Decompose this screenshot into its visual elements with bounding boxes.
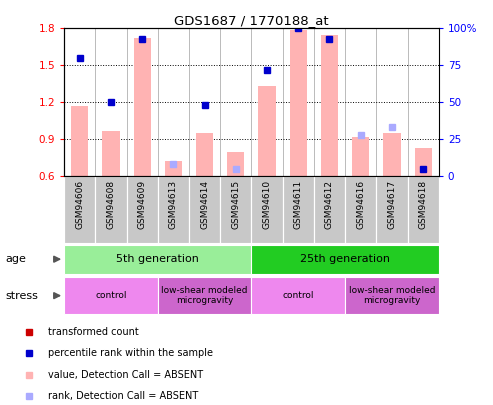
Bar bbox=[95, 176, 127, 243]
Bar bbox=[345, 277, 439, 314]
Text: GSM94616: GSM94616 bbox=[356, 179, 365, 229]
Bar bbox=[165, 161, 182, 176]
Bar bbox=[408, 176, 439, 243]
Bar bbox=[64, 245, 251, 274]
Bar bbox=[352, 137, 369, 176]
Text: GSM94606: GSM94606 bbox=[75, 179, 84, 229]
Bar bbox=[290, 30, 307, 176]
Bar bbox=[251, 245, 439, 274]
Bar bbox=[158, 277, 251, 314]
Bar bbox=[376, 176, 408, 243]
Text: GSM94610: GSM94610 bbox=[263, 179, 272, 229]
Text: value, Detection Call = ABSENT: value, Detection Call = ABSENT bbox=[48, 370, 204, 380]
Text: GSM94618: GSM94618 bbox=[419, 179, 427, 229]
Bar bbox=[227, 151, 245, 176]
Bar bbox=[189, 176, 220, 243]
Text: percentile rank within the sample: percentile rank within the sample bbox=[48, 348, 213, 358]
Bar bbox=[103, 130, 119, 176]
Title: GDS1687 / 1770188_at: GDS1687 / 1770188_at bbox=[174, 14, 329, 27]
Text: control: control bbox=[95, 291, 127, 300]
Text: GSM94612: GSM94612 bbox=[325, 179, 334, 228]
Text: GSM94617: GSM94617 bbox=[387, 179, 396, 229]
Bar bbox=[196, 133, 213, 176]
Bar bbox=[220, 176, 251, 243]
Bar bbox=[282, 176, 314, 243]
Text: GSM94609: GSM94609 bbox=[138, 179, 146, 229]
Text: low-shear modeled
microgravity: low-shear modeled microgravity bbox=[349, 286, 435, 305]
Text: control: control bbox=[282, 291, 314, 300]
Bar bbox=[415, 148, 432, 176]
Text: GSM94611: GSM94611 bbox=[294, 179, 303, 229]
Bar bbox=[64, 176, 95, 243]
Text: GSM94615: GSM94615 bbox=[231, 179, 240, 229]
Bar bbox=[345, 176, 376, 243]
Text: age: age bbox=[5, 254, 26, 264]
Bar bbox=[251, 277, 345, 314]
Bar bbox=[258, 86, 276, 176]
Text: low-shear modeled
microgravity: low-shear modeled microgravity bbox=[161, 286, 248, 305]
Bar bbox=[321, 34, 338, 176]
Text: GSM94614: GSM94614 bbox=[200, 179, 209, 228]
Bar bbox=[158, 176, 189, 243]
Bar bbox=[64, 277, 158, 314]
Text: GSM94613: GSM94613 bbox=[169, 179, 178, 229]
Bar bbox=[134, 38, 151, 176]
Text: 25th generation: 25th generation bbox=[300, 254, 390, 264]
Bar bbox=[71, 106, 88, 176]
Text: GSM94608: GSM94608 bbox=[106, 179, 115, 229]
Text: transformed count: transformed count bbox=[48, 327, 139, 337]
Text: stress: stress bbox=[5, 291, 38, 301]
Bar bbox=[127, 176, 158, 243]
Bar bbox=[314, 176, 345, 243]
Text: rank, Detection Call = ABSENT: rank, Detection Call = ABSENT bbox=[48, 391, 199, 401]
Bar bbox=[384, 133, 400, 176]
Text: 5th generation: 5th generation bbox=[116, 254, 199, 264]
Bar bbox=[251, 176, 282, 243]
